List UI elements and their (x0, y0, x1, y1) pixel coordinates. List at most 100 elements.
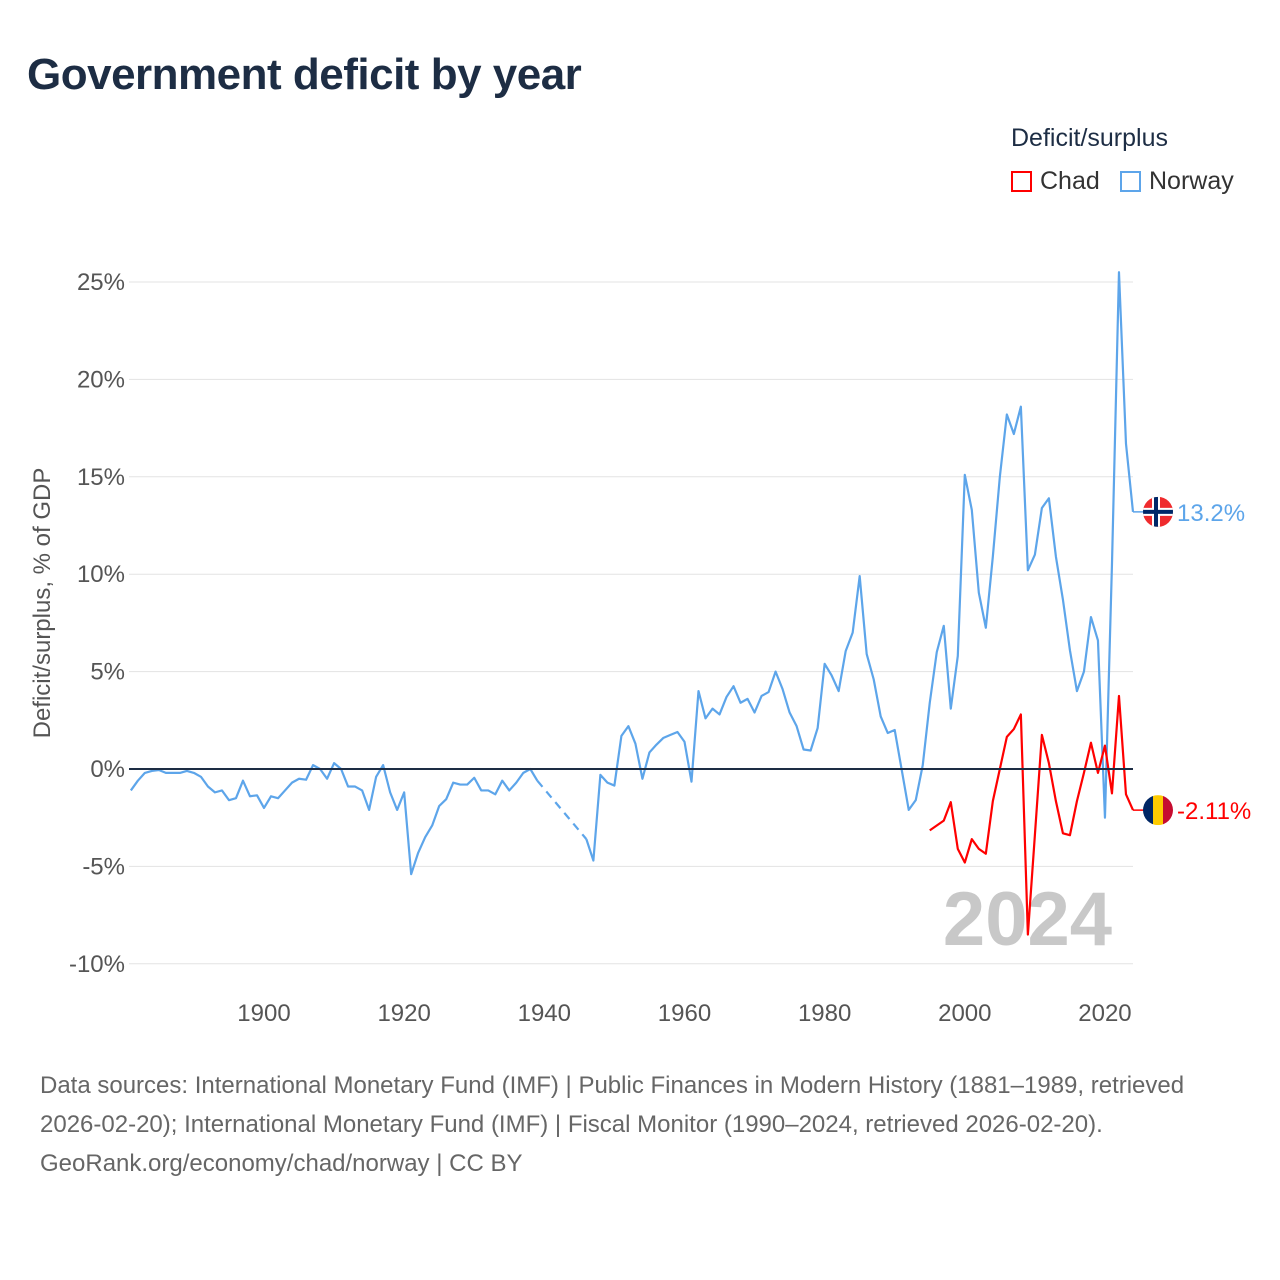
data-point (1087, 613, 1095, 621)
data-point (989, 797, 997, 805)
data-point (323, 775, 331, 783)
data-point (975, 589, 983, 597)
data-point (968, 835, 976, 843)
data-point (968, 506, 976, 514)
data-point (484, 786, 492, 794)
data-point (940, 817, 948, 825)
x-tick-label: 2020 (1078, 1000, 1131, 1027)
data-point (1045, 759, 1053, 767)
data-point (687, 778, 695, 786)
x-tick-label: 2000 (938, 1000, 991, 1027)
data-point (533, 777, 541, 785)
y-tick-label: 15% (77, 464, 125, 491)
data-point (281, 786, 289, 794)
data-point (414, 849, 422, 857)
data-point (716, 710, 724, 718)
data-point (1003, 733, 1011, 741)
data-point (821, 660, 829, 668)
data-point (828, 671, 836, 679)
data-point (400, 788, 408, 796)
series-line (585, 271, 1135, 862)
data-point (793, 722, 801, 730)
y-tick-label: 10% (77, 561, 125, 588)
data-point (309, 761, 317, 769)
data-point (288, 779, 296, 787)
x-tick-label: 1900 (237, 1000, 290, 1027)
data-point (1115, 268, 1123, 276)
credit-link[interactable]: GeoRank.org/economy/chad/norway | CC BY (40, 1150, 523, 1177)
data-point (1094, 636, 1102, 644)
data-point (169, 769, 177, 777)
data-point (961, 471, 969, 479)
x-tick-label: 1940 (518, 1000, 571, 1027)
data-point (603, 779, 611, 787)
data-point (624, 722, 632, 730)
data-point (449, 779, 457, 787)
data-point (176, 769, 184, 777)
legend-title: Deficit/surplus (1011, 124, 1168, 152)
data-point (393, 806, 401, 814)
data-point (442, 795, 450, 803)
legend-item-norway[interactable]: Norway (1120, 167, 1234, 196)
end-label-norway: 13.2% (1177, 500, 1245, 527)
x-tick-label: 1960 (658, 1000, 711, 1027)
data-point (260, 804, 268, 812)
x-tick-label: 1980 (798, 1000, 851, 1027)
series-norway (129, 268, 1135, 876)
y-tick-label: 25% (77, 269, 125, 296)
data-point (1017, 403, 1025, 411)
data-point (197, 773, 205, 781)
data-point (996, 473, 1004, 481)
data-point (274, 794, 282, 802)
data-point (225, 796, 233, 804)
data-point (1059, 829, 1067, 837)
data-point (302, 776, 310, 784)
data-point (1115, 692, 1123, 700)
data-point (218, 786, 226, 794)
data-point (428, 821, 436, 829)
data-point (1080, 668, 1088, 676)
data-point (589, 857, 597, 865)
legend-label-norway: Norway (1149, 167, 1234, 195)
end-label-chad: -2.11% (1177, 798, 1251, 825)
data-point (253, 791, 261, 799)
data-point (926, 826, 934, 834)
data-point (1073, 797, 1081, 805)
data-point (1073, 687, 1081, 695)
data-point (926, 699, 934, 707)
data-point (919, 761, 927, 769)
data-point (1059, 596, 1067, 604)
data-point (1052, 797, 1060, 805)
data-point (421, 833, 429, 841)
data-point (870, 675, 878, 683)
data-point (1024, 931, 1032, 939)
data-point (505, 786, 513, 794)
data-point (884, 729, 892, 737)
data-point (989, 553, 997, 561)
data-point (1080, 769, 1088, 777)
data-point (519, 769, 527, 777)
data-point (786, 709, 794, 717)
data-point (386, 788, 394, 796)
data-point (954, 845, 962, 853)
data-point (1010, 725, 1018, 733)
data-point (723, 693, 731, 701)
y-tick-label: -5% (82, 853, 125, 880)
data-point (239, 777, 247, 785)
data-point (702, 714, 710, 722)
data-point (232, 794, 240, 802)
data-sources: Data sources: International Monetary Fun… (40, 1072, 1185, 1138)
data-point (709, 705, 717, 713)
data-point (1108, 789, 1116, 797)
legend-item-chad[interactable]: Chad (1011, 167, 1100, 196)
data-point (1122, 790, 1130, 798)
data-point (744, 695, 752, 703)
data-point (835, 687, 843, 695)
data-point (1031, 831, 1039, 839)
data-point (940, 622, 948, 630)
data-point (463, 781, 471, 789)
y-tick-label: 5% (90, 659, 125, 686)
data-point (631, 740, 639, 748)
data-point (694, 687, 702, 695)
